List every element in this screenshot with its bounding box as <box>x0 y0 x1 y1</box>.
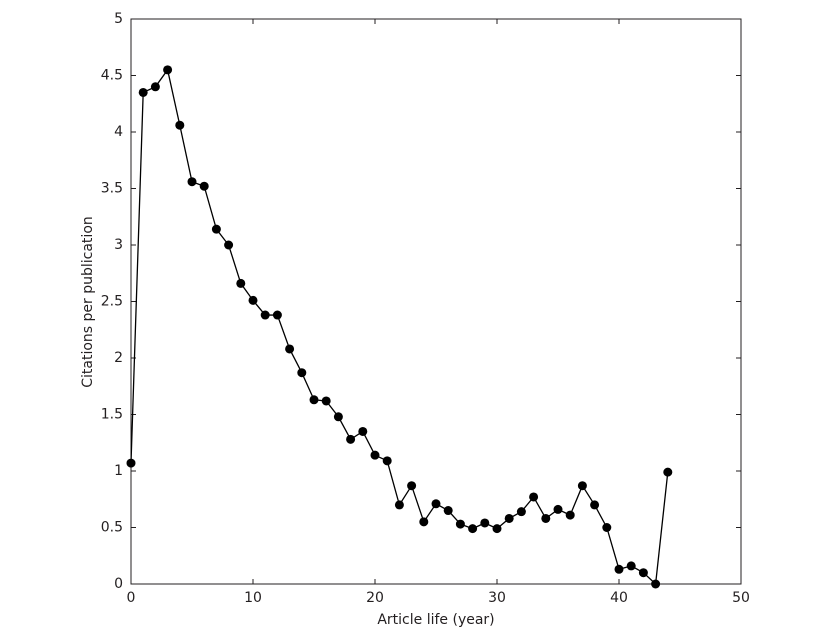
y-tick-label: 5 <box>114 11 123 27</box>
data-point <box>504 513 514 523</box>
plot-frame <box>130 18 742 585</box>
data-point <box>663 467 673 477</box>
data-point <box>358 426 368 436</box>
y-tick-label: 2 <box>114 350 123 366</box>
data-point <box>468 524 478 534</box>
data-point <box>175 120 185 130</box>
data-point <box>407 481 417 491</box>
data-point <box>602 523 612 532</box>
x-tick-label: 10 <box>244 590 262 606</box>
y-tick-label: 4.5 <box>101 68 123 84</box>
x-tick-label: 30 <box>488 590 506 606</box>
data-point <box>590 500 600 510</box>
data-point <box>492 524 502 534</box>
data-point <box>638 568 648 578</box>
x-tick-label: 40 <box>610 590 628 606</box>
data-point <box>163 65 173 75</box>
data-point <box>541 513 551 523</box>
y-tick-label: 1 <box>114 463 123 479</box>
y-tick-label: 4 <box>114 124 123 140</box>
data-point <box>248 295 258 305</box>
data-point <box>138 87 148 97</box>
data-point <box>443 506 453 516</box>
data-point <box>297 368 307 378</box>
data-point <box>553 504 563 514</box>
data-point <box>309 395 319 405</box>
y-tick-label: 3 <box>114 237 123 253</box>
data-point <box>651 579 661 589</box>
data-point <box>272 310 282 320</box>
y-axis-label: Citations per publication <box>80 216 96 388</box>
data-point <box>199 181 209 191</box>
data-point <box>150 82 160 92</box>
data-point <box>626 561 636 571</box>
y-tick-label: 0 <box>114 576 123 592</box>
data-point <box>614 564 624 574</box>
data-point <box>370 450 380 460</box>
data-point <box>333 412 343 422</box>
x-tick-label: 50 <box>732 590 750 606</box>
data-point <box>321 396 331 406</box>
x-axis-label: Article life (year) <box>377 612 494 628</box>
data-point <box>577 481 587 491</box>
data-point <box>529 492 539 502</box>
data-point <box>211 224 221 234</box>
data-point <box>187 177 197 187</box>
data-point <box>431 499 441 509</box>
x-tick-label: 0 <box>127 590 136 606</box>
data-point <box>236 278 246 288</box>
data-point <box>224 240 234 250</box>
data-point <box>382 456 392 466</box>
y-tick-label: 1.5 <box>101 407 123 423</box>
data-point <box>260 310 270 320</box>
y-tick-label: 3.5 <box>101 181 123 197</box>
data-point <box>419 517 429 527</box>
data-point <box>285 344 295 354</box>
data-point <box>480 518 490 528</box>
data-point <box>565 510 575 520</box>
data-point <box>516 507 526 517</box>
data-point <box>394 500 404 510</box>
data-point <box>126 458 136 468</box>
y-tick-label: 2.5 <box>101 294 123 310</box>
x-tick-label: 20 <box>366 590 384 606</box>
data-point <box>455 519 465 529</box>
y-tick-label: 0.5 <box>101 520 123 536</box>
data-point <box>346 434 356 444</box>
